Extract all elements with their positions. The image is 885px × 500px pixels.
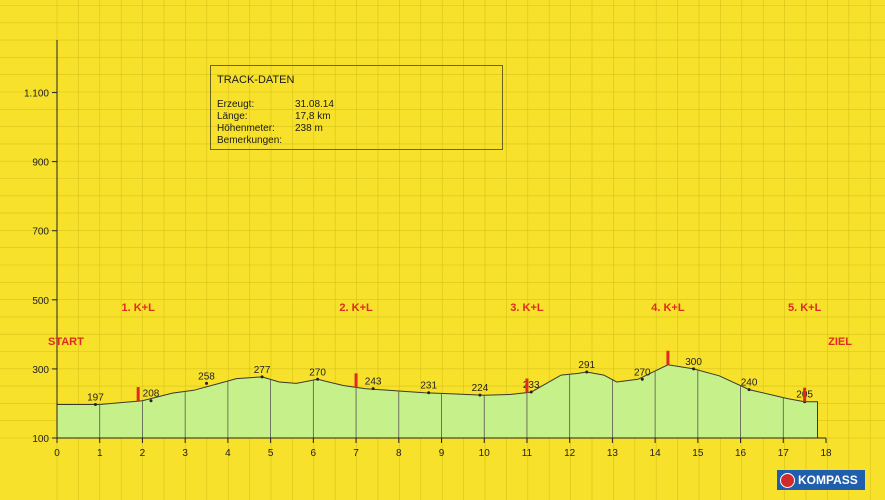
track-row-length: Länge: 17,8 km	[217, 111, 496, 123]
start-label: START	[48, 336, 84, 348]
elevation-label: 231	[420, 381, 437, 392]
elevation-label: 270	[634, 367, 651, 378]
y-tick-label: 700	[32, 227, 49, 238]
elevation-label: 258	[198, 371, 215, 382]
track-row-elevation-gain: Höhenmeter: 238 m	[217, 123, 496, 135]
elevation-point	[427, 391, 431, 395]
checkpoint-marker	[666, 350, 670, 365]
track-value: 31.08.14	[295, 99, 334, 110]
checkpoint-marker	[354, 373, 358, 388]
track-row-created: Erzeugt: 31.08.14	[217, 99, 496, 111]
elevation-point	[529, 390, 533, 394]
checkpoint-marker	[803, 387, 807, 402]
track-key: Erzeugt:	[217, 99, 255, 110]
x-tick-label: 4	[225, 448, 231, 459]
checkpoint-label: 3. K+L	[510, 302, 544, 314]
track-value: 238 m	[295, 123, 323, 134]
checkpoint-label: 2. K+L	[339, 302, 373, 314]
track-data-title: TRACK-DATEN	[217, 74, 295, 86]
elevation-point	[371, 387, 375, 391]
x-tick-label: 8	[396, 448, 402, 459]
finish-label: ZIEL	[828, 336, 852, 348]
elevation-point	[640, 377, 644, 381]
elevation-point	[747, 388, 751, 392]
checkpoint-label: 4. K+L	[651, 302, 685, 314]
x-tick-label: 7	[353, 448, 359, 459]
elevation-point	[316, 377, 320, 381]
track-key: Bemerkungen:	[217, 135, 283, 146]
elevation-point	[585, 370, 589, 374]
kompass-logo-text: KOMPASS	[798, 473, 858, 487]
x-tick-label: 15	[692, 448, 704, 459]
x-tick-label: 18	[820, 448, 832, 459]
elevation-label: 197	[87, 392, 104, 403]
elevation-label: 240	[741, 378, 758, 389]
elevation-label: 291	[578, 360, 595, 371]
track-row-remarks: Bemerkungen:	[217, 135, 496, 147]
x-tick-label: 6	[311, 448, 317, 459]
x-tick-label: 2	[140, 448, 146, 459]
x-tick-label: 9	[439, 448, 445, 459]
elevation-point	[692, 367, 696, 371]
track-key: Höhenmeter:	[217, 123, 275, 134]
y-tick-label: 100	[32, 434, 49, 445]
track-value: 17,8 km	[295, 111, 331, 122]
x-tick-label: 1	[97, 448, 103, 459]
checkpoint-marker	[525, 378, 529, 393]
y-tick-label: 900	[32, 158, 49, 169]
x-tick-label: 16	[735, 448, 747, 459]
x-tick-label: 5	[268, 448, 274, 459]
x-tick-label: 0	[54, 448, 60, 459]
x-tick-label: 14	[650, 448, 662, 459]
x-tick-label: 13	[607, 448, 619, 459]
y-tick-label: 500	[32, 296, 49, 307]
elevation-label: 243	[365, 377, 382, 388]
x-tick-label: 10	[479, 448, 491, 459]
kompass-logo-icon	[780, 472, 795, 488]
elevation-label: 277	[254, 365, 271, 376]
elevation-point	[149, 399, 153, 403]
elevation-label: 208	[143, 389, 160, 400]
elevation-label: 300	[685, 357, 702, 368]
elevation-label: 270	[309, 367, 326, 378]
elevation-area	[56, 364, 818, 439]
y-tick-label: 1.100	[24, 89, 49, 100]
checkpoint-marker	[136, 387, 140, 402]
elevation-point	[260, 375, 264, 379]
elevation-label: 224	[472, 383, 489, 394]
track-data-box: TRACK-DATEN Erzeugt: 31.08.14 Länge: 17,…	[210, 65, 503, 150]
elevation-point	[478, 393, 482, 397]
y-tick-label: 300	[32, 365, 49, 376]
x-tick-label: 17	[778, 448, 790, 459]
elevation-point	[205, 381, 209, 385]
elevation-label: 233	[523, 380, 540, 391]
x-tick-label: 3	[182, 448, 188, 459]
elevation-point	[93, 402, 97, 406]
kompass-logo: KOMPASS	[777, 470, 865, 490]
checkpoint-label: 1. K+L	[122, 302, 156, 314]
track-key: Länge:	[217, 111, 248, 122]
x-tick-label: 12	[564, 448, 576, 459]
x-tick-label: 11	[522, 448, 533, 459]
checkpoint-label: 5. K+L	[788, 302, 822, 314]
